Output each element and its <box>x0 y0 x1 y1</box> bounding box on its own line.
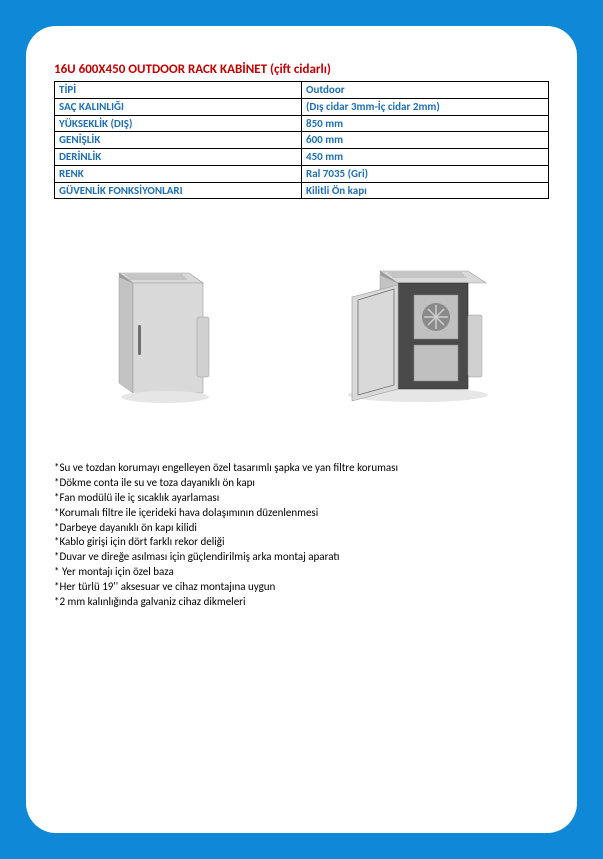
cabinet-open-image <box>318 255 498 405</box>
feature-line: *Darbeye dayanıklı ön kapı kilidi <box>54 521 549 536</box>
spec-label: DERİNLİK <box>55 149 302 166</box>
spec-value: 850 mm <box>302 115 549 132</box>
feature-line: * Yer montajı için özel baza <box>54 565 549 580</box>
spec-value: Outdoor <box>302 82 549 99</box>
spec-label: GENİŞLİK <box>55 132 302 149</box>
spec-value: 600 mm <box>302 132 549 149</box>
spec-value: Kilitli Ön kapı <box>302 182 549 199</box>
feature-line: *Kablo girişi için dört farklı rekor del… <box>54 535 549 550</box>
feature-line: *2 mm kalınlığında galvaniz cihaz dikmel… <box>54 595 549 610</box>
spec-row: GÜVENLİK FONKSİYONLARIKilitli Ön kapı <box>55 182 549 199</box>
feature-line: *Su ve tozdan korumayı engelleyen özel t… <box>54 461 549 476</box>
spec-row: DERİNLİK450 mm <box>55 149 549 166</box>
spec-row: GENİŞLİK600 mm <box>55 132 549 149</box>
spec-row: YÜKSEKLİK (DIŞ)850 mm <box>55 115 549 132</box>
feature-list: *Su ve tozdan korumayı engelleyen özel t… <box>54 461 549 609</box>
feature-line: *Duvar ve direğe asılması için güçlendir… <box>54 550 549 565</box>
spec-value: 450 mm <box>302 149 549 166</box>
cabinet-closed-image <box>105 255 215 405</box>
feature-line: *Korumalı filtre ile içerideki hava dola… <box>54 506 549 521</box>
spec-row: SAÇ KALINLIĞI(Dış cidar 3mm-İç cidar 2mm… <box>55 98 549 115</box>
product-title: 16U 600X450 OUTDOOR RACK KABİNET (çift c… <box>54 62 549 77</box>
spec-table: TİPİOutdoorSAÇ KALINLIĞI(Dış cidar 3mm-İ… <box>54 81 549 199</box>
spec-value: (Dış cidar 3mm-İç cidar 2mm) <box>302 98 549 115</box>
feature-line: *Her türlü 19'' aksesuar ve cihaz montaj… <box>54 580 549 595</box>
spec-row: RENKRal 7035 (Gri) <box>55 165 549 182</box>
spec-label: GÜVENLİK FONKSİYONLARI <box>55 182 302 199</box>
spec-row: TİPİOutdoor <box>55 82 549 99</box>
feature-line: *Fan modülü ile iç sıcaklık ayarlaması <box>54 491 549 506</box>
spec-label: TİPİ <box>55 82 302 99</box>
page-card: 16U 600X450 OUTDOOR RACK KABİNET (çift c… <box>26 26 577 833</box>
spec-value: Ral 7035 (Gri) <box>302 165 549 182</box>
spec-label: RENK <box>55 165 302 182</box>
product-images-row <box>54 245 549 415</box>
spec-label: SAÇ KALINLIĞI <box>55 98 302 115</box>
spec-label: YÜKSEKLİK (DIŞ) <box>55 115 302 132</box>
feature-line: *Dökme conta ile su ve toza dayanıklı ön… <box>54 476 549 491</box>
